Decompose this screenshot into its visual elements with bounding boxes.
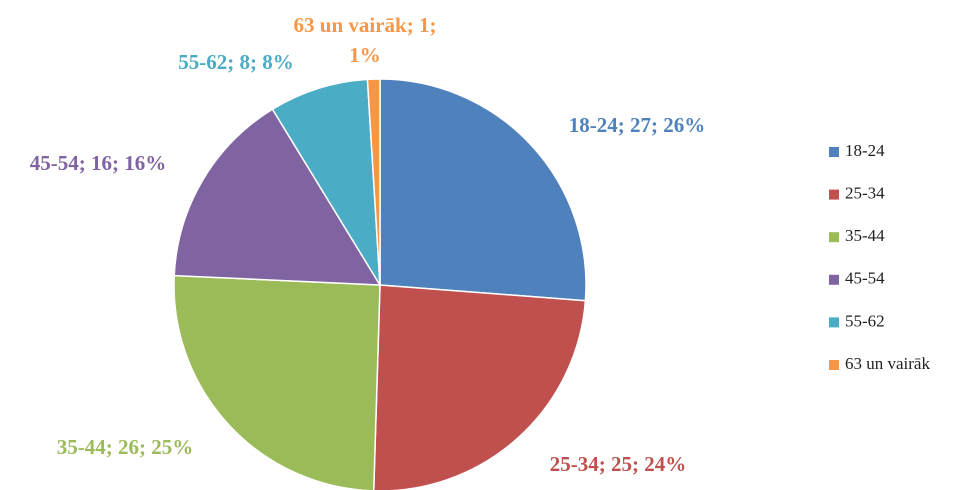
legend-swatch (829, 360, 839, 370)
legend-label: 55-62 (845, 311, 885, 330)
legend-label: 25-34 (845, 184, 885, 203)
data-label-line: 1% (349, 43, 381, 67)
pie-slice (271, 78, 381, 286)
pie-slice (173, 274, 381, 490)
pie-slice (379, 78, 587, 302)
pie-slice (366, 78, 381, 286)
data-label: 25-34; 25; 24% (550, 452, 686, 476)
legend-swatch (829, 317, 839, 328)
pie-slice (372, 284, 587, 490)
pie-slice (173, 108, 382, 286)
data-label-line: 63 un vairāk; 1; (294, 13, 437, 37)
legend-label: 18-24 (845, 141, 885, 160)
legend-swatch (829, 147, 839, 157)
legend-swatch (829, 189, 839, 200)
data-label: 63 un vairāk; 1; 1% (294, 13, 437, 67)
legend-label: 63 un vairāk (845, 354, 930, 373)
data-label: 18-24; 27; 26% (569, 113, 705, 137)
legend-swatch (829, 274, 839, 285)
legend-label: 45-54 (845, 269, 885, 288)
data-label: 55-62; 8; 8% (178, 50, 293, 74)
data-label: 45-54; 16; 16% (30, 151, 166, 175)
legend-label: 35-44 (845, 226, 885, 245)
data-label: 35-44; 26; 25% (57, 435, 193, 459)
legend-swatch (829, 232, 839, 243)
